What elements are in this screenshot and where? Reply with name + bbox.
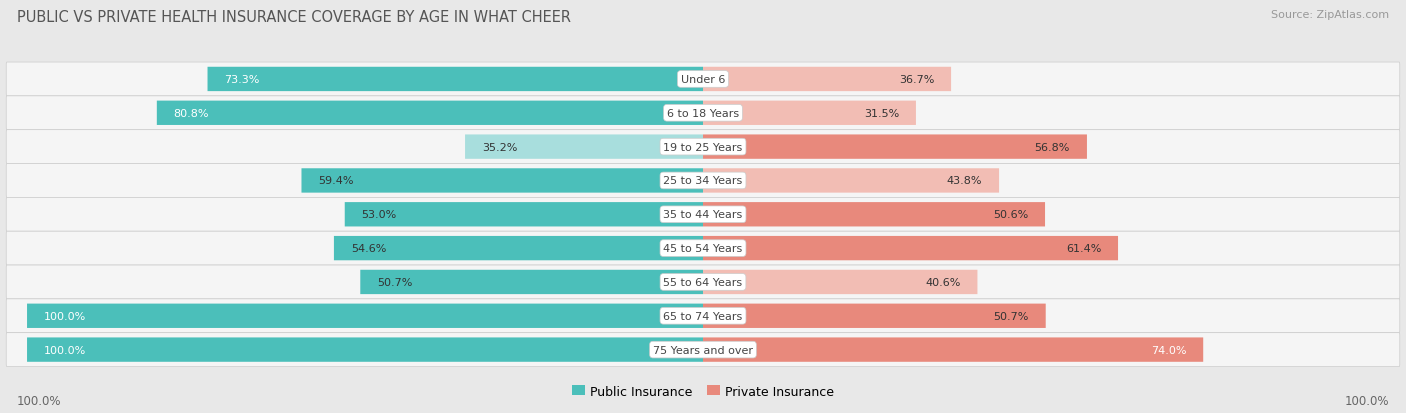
FancyBboxPatch shape xyxy=(27,337,703,362)
Text: 45 to 54 Years: 45 to 54 Years xyxy=(664,244,742,254)
Text: 35.2%: 35.2% xyxy=(482,142,517,152)
Text: Source: ZipAtlas.com: Source: ZipAtlas.com xyxy=(1271,10,1389,20)
FancyBboxPatch shape xyxy=(6,164,1400,198)
FancyBboxPatch shape xyxy=(465,135,703,159)
FancyBboxPatch shape xyxy=(703,101,915,126)
Text: 50.7%: 50.7% xyxy=(377,277,412,287)
FancyBboxPatch shape xyxy=(6,131,1400,164)
Text: 19 to 25 Years: 19 to 25 Years xyxy=(664,142,742,152)
Text: 65 to 74 Years: 65 to 74 Years xyxy=(664,311,742,321)
FancyBboxPatch shape xyxy=(703,203,1045,227)
Text: 50.7%: 50.7% xyxy=(994,311,1029,321)
FancyBboxPatch shape xyxy=(27,304,703,328)
Text: 74.0%: 74.0% xyxy=(1152,345,1187,355)
Text: 54.6%: 54.6% xyxy=(352,244,387,254)
Text: 36.7%: 36.7% xyxy=(898,75,934,85)
FancyBboxPatch shape xyxy=(6,198,1400,232)
Text: 100.0%: 100.0% xyxy=(1344,394,1389,407)
Text: 100.0%: 100.0% xyxy=(44,311,86,321)
FancyBboxPatch shape xyxy=(703,135,1087,159)
FancyBboxPatch shape xyxy=(703,304,1046,328)
FancyBboxPatch shape xyxy=(335,236,703,261)
FancyBboxPatch shape xyxy=(703,169,1000,193)
Text: 31.5%: 31.5% xyxy=(863,109,898,119)
FancyBboxPatch shape xyxy=(703,236,1118,261)
Legend: Public Insurance, Private Insurance: Public Insurance, Private Insurance xyxy=(567,380,839,403)
FancyBboxPatch shape xyxy=(360,270,703,294)
Text: 61.4%: 61.4% xyxy=(1066,244,1101,254)
FancyBboxPatch shape xyxy=(208,68,703,92)
Text: 73.3%: 73.3% xyxy=(225,75,260,85)
Text: 35 to 44 Years: 35 to 44 Years xyxy=(664,210,742,220)
Text: 40.6%: 40.6% xyxy=(925,277,960,287)
Text: 55 to 64 Years: 55 to 64 Years xyxy=(664,277,742,287)
Text: 6 to 18 Years: 6 to 18 Years xyxy=(666,109,740,119)
FancyBboxPatch shape xyxy=(703,68,950,92)
Text: 50.6%: 50.6% xyxy=(993,210,1028,220)
FancyBboxPatch shape xyxy=(6,333,1400,367)
Text: 100.0%: 100.0% xyxy=(44,345,86,355)
Text: 25 to 34 Years: 25 to 34 Years xyxy=(664,176,742,186)
FancyBboxPatch shape xyxy=(6,232,1400,266)
FancyBboxPatch shape xyxy=(157,101,703,126)
FancyBboxPatch shape xyxy=(6,63,1400,97)
FancyBboxPatch shape xyxy=(703,337,1204,362)
Text: 56.8%: 56.8% xyxy=(1035,142,1070,152)
FancyBboxPatch shape xyxy=(6,97,1400,131)
FancyBboxPatch shape xyxy=(6,266,1400,299)
Text: 80.8%: 80.8% xyxy=(174,109,209,119)
Text: PUBLIC VS PRIVATE HEALTH INSURANCE COVERAGE BY AGE IN WHAT CHEER: PUBLIC VS PRIVATE HEALTH INSURANCE COVER… xyxy=(17,10,571,25)
FancyBboxPatch shape xyxy=(703,270,977,294)
Text: 75 Years and over: 75 Years and over xyxy=(652,345,754,355)
Text: Under 6: Under 6 xyxy=(681,75,725,85)
Text: 59.4%: 59.4% xyxy=(318,176,354,186)
FancyBboxPatch shape xyxy=(344,203,703,227)
Text: 100.0%: 100.0% xyxy=(17,394,62,407)
FancyBboxPatch shape xyxy=(301,169,703,193)
Text: 43.8%: 43.8% xyxy=(946,176,983,186)
FancyBboxPatch shape xyxy=(6,299,1400,333)
Text: 53.0%: 53.0% xyxy=(361,210,396,220)
